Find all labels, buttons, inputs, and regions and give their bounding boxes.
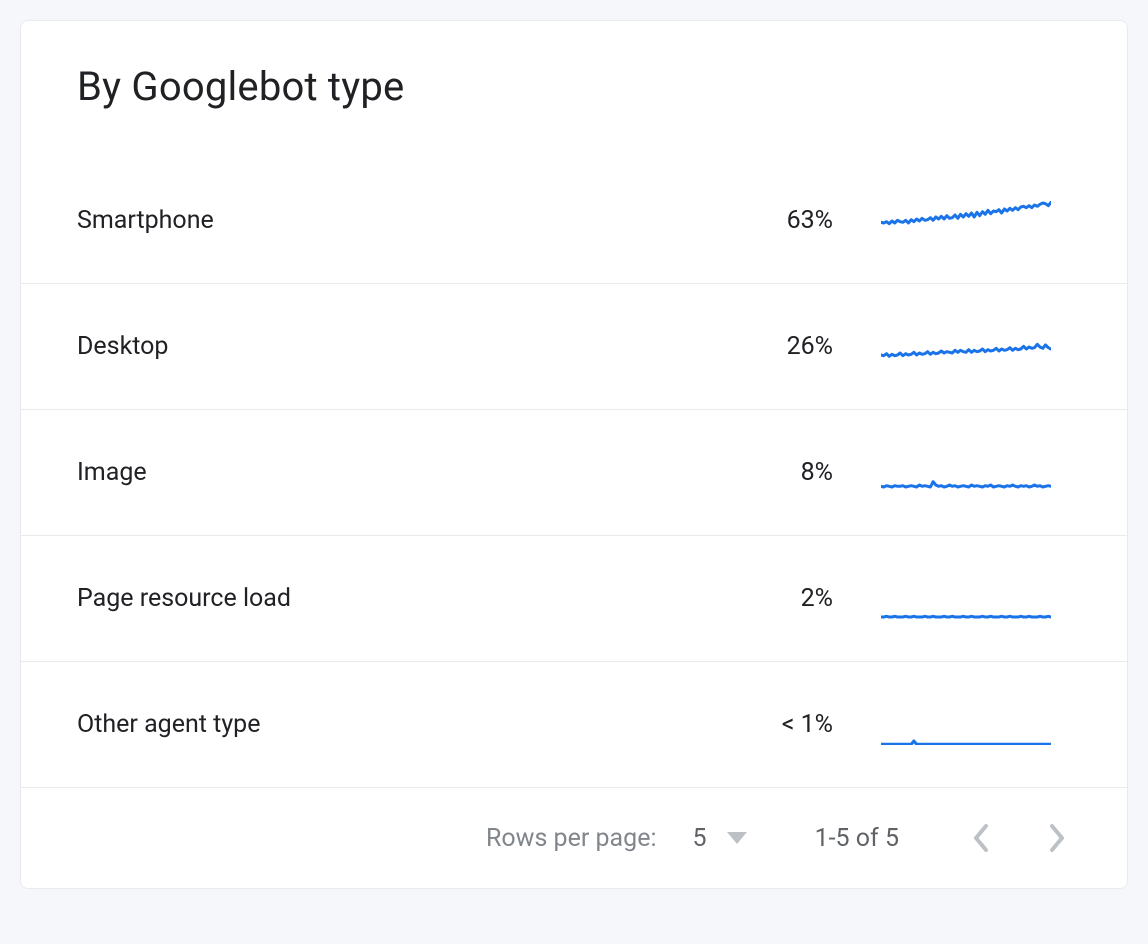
row-label: Other agent type	[77, 710, 713, 739]
sparkline	[881, 443, 1071, 503]
row-value: 63%	[713, 206, 833, 235]
rows-per-page-select[interactable]: 5	[693, 824, 747, 853]
table-row[interactable]: Other agent type< 1%	[21, 662, 1127, 788]
row-value: 8%	[713, 458, 833, 487]
row-label: Image	[77, 458, 713, 487]
sparkline	[881, 317, 1071, 377]
table-row[interactable]: Image8%	[21, 410, 1127, 536]
sparkline	[881, 695, 1071, 755]
next-page-button[interactable]	[1043, 824, 1071, 852]
row-value: < 1%	[713, 710, 833, 739]
row-label: Smartphone	[77, 206, 713, 235]
pagination-bar: Rows per page: 5 1-5 of 5	[21, 788, 1127, 888]
chevron-down-icon	[727, 832, 747, 844]
rows-per-page-label: Rows per page:	[486, 824, 657, 853]
rows-container: Smartphone63%Desktop26%Image8%Page resou…	[21, 158, 1127, 788]
table-row[interactable]: Smartphone63%	[21, 158, 1127, 284]
sparkline	[881, 569, 1071, 629]
prev-page-button[interactable]	[967, 824, 995, 852]
chevron-right-icon	[1048, 823, 1066, 853]
row-value: 2%	[713, 584, 833, 613]
googlebot-type-card: By Googlebot type Smartphone63%Desktop26…	[20, 20, 1128, 889]
row-label: Page resource load	[77, 584, 713, 613]
card-title: By Googlebot type	[21, 21, 1127, 158]
table-row[interactable]: Desktop26%	[21, 284, 1127, 410]
pagination-nav	[967, 824, 1071, 852]
row-label: Desktop	[77, 332, 713, 361]
row-value: 26%	[713, 332, 833, 361]
sparkline	[881, 191, 1071, 251]
pagination-range: 1-5 of 5	[815, 824, 899, 853]
chevron-left-icon	[972, 823, 990, 853]
table-row[interactable]: Page resource load2%	[21, 536, 1127, 662]
rows-per-page-value: 5	[693, 824, 707, 853]
